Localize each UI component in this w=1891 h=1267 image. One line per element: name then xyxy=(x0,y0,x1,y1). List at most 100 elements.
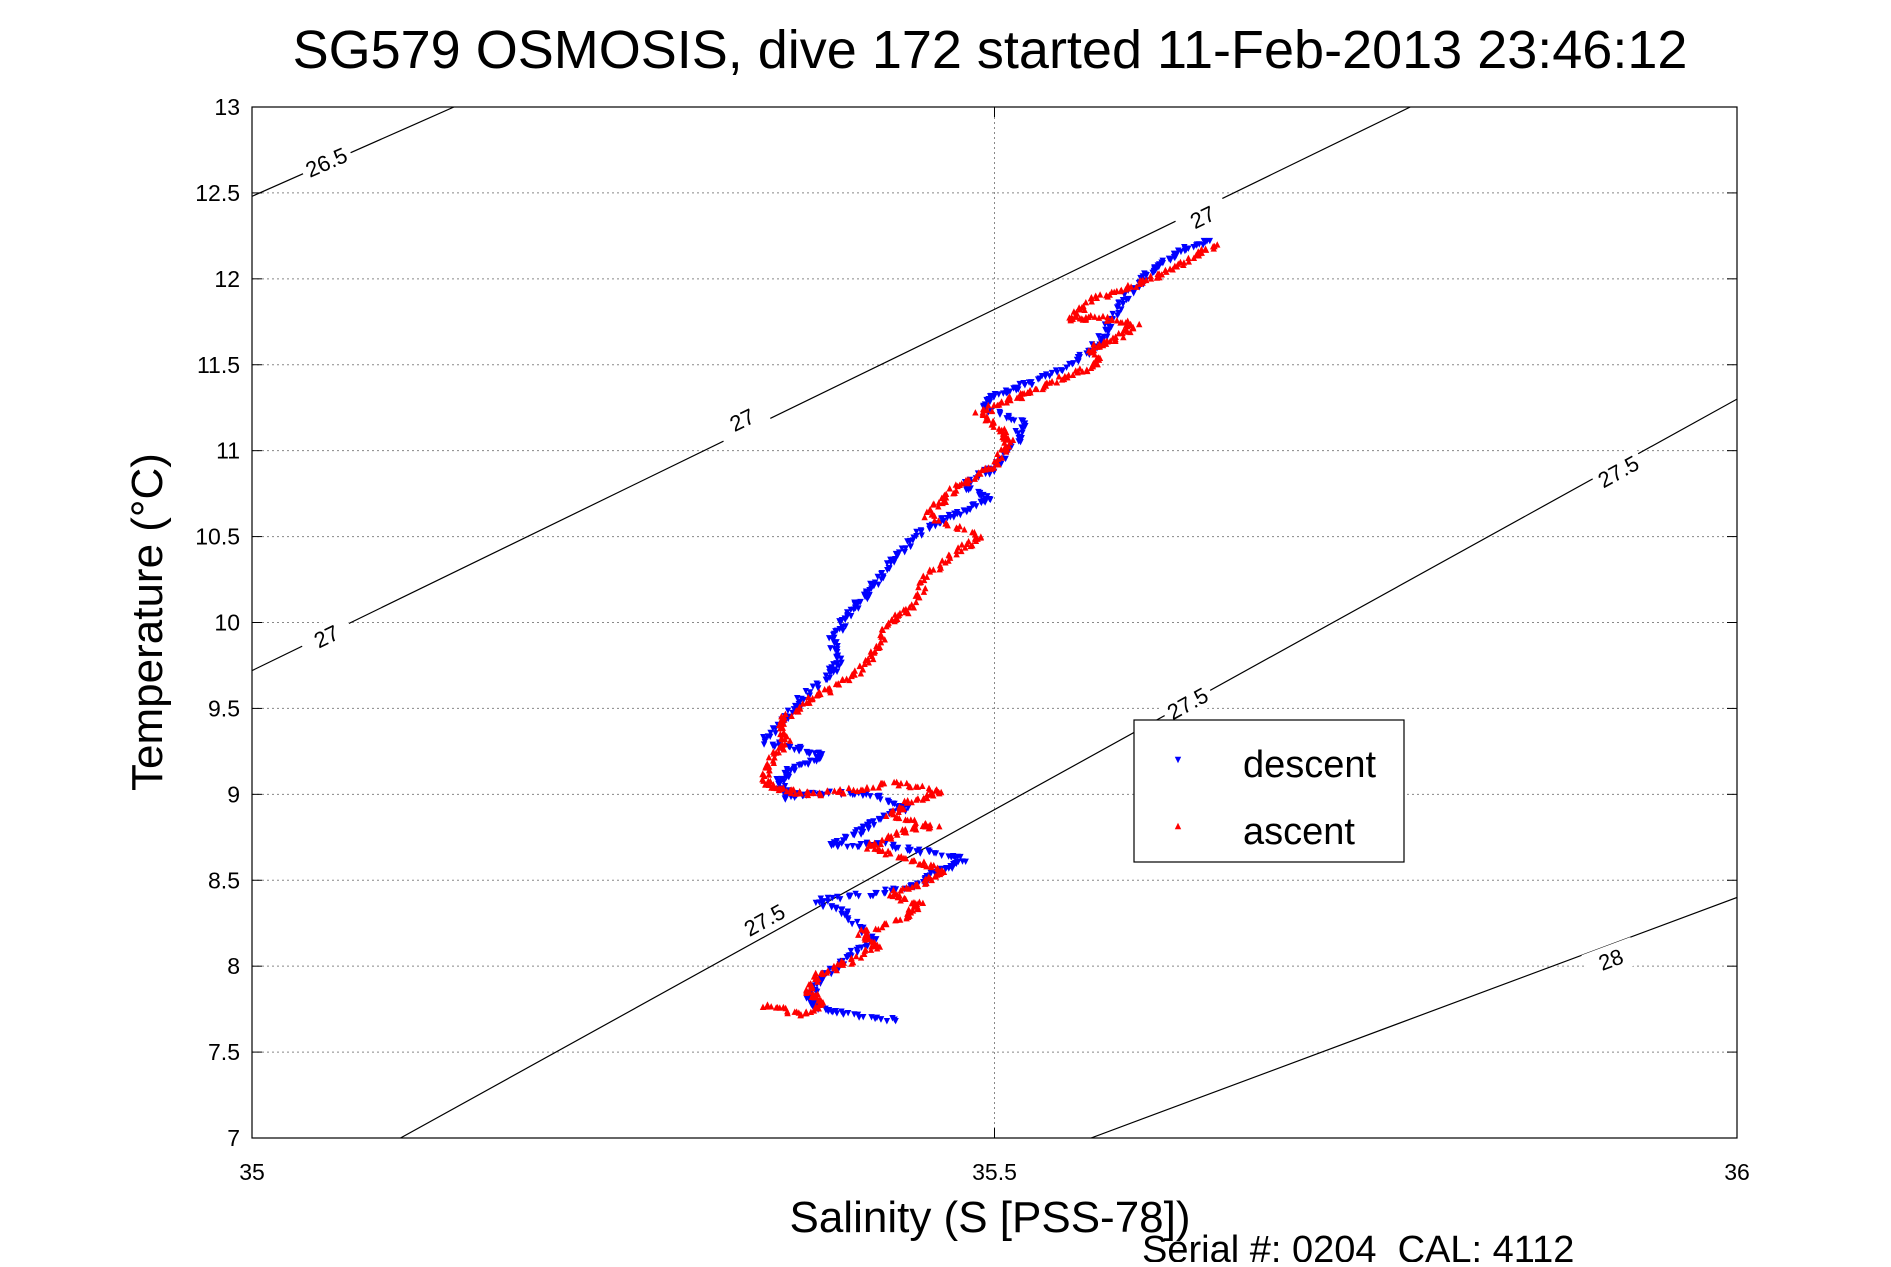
ascent-point xyxy=(1069,371,1077,379)
descent-point xyxy=(791,767,798,774)
ascent-point xyxy=(849,958,857,966)
ascent-point xyxy=(830,962,838,970)
y-tick-label: 13 xyxy=(214,94,240,120)
ascent-point xyxy=(912,598,920,606)
legend-marker-ascent xyxy=(1174,822,1182,830)
ascent-point xyxy=(1033,385,1040,393)
descent-point xyxy=(866,793,874,800)
descent-point xyxy=(1012,428,1019,435)
descent-point xyxy=(902,545,909,552)
descent-point xyxy=(913,848,920,855)
descent-point xyxy=(918,532,925,539)
ascent-point xyxy=(935,503,942,510)
descent-point xyxy=(925,847,932,854)
ascent-point xyxy=(1202,245,1209,252)
ascent-point xyxy=(831,787,838,794)
descent-point xyxy=(809,683,817,690)
descent-point xyxy=(889,800,897,807)
descent-point xyxy=(1115,310,1123,317)
plot-frame xyxy=(251,106,1738,1139)
ascent-point xyxy=(953,550,960,558)
legend-marker-descent xyxy=(1174,756,1182,764)
descent-point xyxy=(882,886,889,894)
ascent-point xyxy=(816,996,823,1003)
descent-point xyxy=(938,852,945,860)
legend-marker-ascent xyxy=(1174,822,1182,830)
legend-box xyxy=(1133,719,1405,863)
ascent-point xyxy=(931,872,939,880)
ascent-point xyxy=(990,419,997,426)
descent-point xyxy=(913,528,920,536)
descent-point xyxy=(817,895,824,902)
y-tick-label: 11.5 xyxy=(197,352,240,378)
descent-point xyxy=(828,842,835,850)
descent-point xyxy=(873,1014,881,1021)
descent-point xyxy=(1123,296,1130,303)
descent-point xyxy=(1095,333,1102,340)
contour-line-27-5 xyxy=(400,398,1737,1138)
descent-point xyxy=(831,666,839,673)
descent-point xyxy=(996,408,1003,416)
ascent-point xyxy=(935,499,943,506)
ascent-point xyxy=(909,899,917,906)
descent-point xyxy=(853,827,860,834)
descent-point xyxy=(973,503,980,510)
ascent-point xyxy=(930,500,938,507)
ascent-point xyxy=(1001,425,1008,432)
ascent-point xyxy=(882,851,889,858)
ascent-point xyxy=(936,561,944,569)
ascent-point xyxy=(1124,281,1132,289)
descent-point xyxy=(1048,369,1056,377)
ascent-point xyxy=(897,897,904,904)
descent-point xyxy=(833,661,840,668)
ascent-point xyxy=(855,931,862,938)
descent-point xyxy=(1069,361,1076,368)
ascent-point xyxy=(1003,399,1010,406)
ascent-point xyxy=(926,566,933,573)
ascent-point xyxy=(954,544,962,551)
ascent-point xyxy=(788,712,795,719)
descent-point xyxy=(826,965,833,973)
descent-point xyxy=(829,894,836,902)
descent-point xyxy=(945,511,953,519)
ascent-point xyxy=(869,784,877,791)
ascent-point xyxy=(824,967,832,974)
descent-point xyxy=(838,910,845,918)
ascent-point xyxy=(859,666,867,673)
ascent-point xyxy=(815,1005,822,1012)
descent-point xyxy=(781,795,789,802)
descent-point xyxy=(855,605,862,612)
series-ascent xyxy=(759,241,1221,1019)
descent-point xyxy=(1053,369,1061,376)
descent-point xyxy=(1105,326,1112,334)
ascent-point xyxy=(1096,291,1104,298)
descent-point xyxy=(1115,303,1122,310)
ascent-point xyxy=(850,786,857,793)
descent-point xyxy=(834,893,841,901)
ascent-point xyxy=(973,473,980,480)
descent-point xyxy=(957,511,964,519)
ascent-point xyxy=(780,729,788,736)
descent-point xyxy=(1028,381,1036,389)
descent-point xyxy=(834,642,841,650)
ascent-point xyxy=(843,675,850,682)
ascent-point xyxy=(1214,241,1221,248)
descent-point xyxy=(1002,455,1009,463)
descent-point xyxy=(1042,371,1050,378)
ascent-point xyxy=(803,989,810,996)
ascent-point xyxy=(926,786,933,793)
ascent-point xyxy=(834,960,841,967)
ascent-point xyxy=(1072,367,1079,374)
ascent-point xyxy=(958,541,966,548)
descent-point xyxy=(980,491,987,499)
x-tick-label: 36 xyxy=(1724,1159,1750,1185)
descent-point xyxy=(791,746,798,754)
ascent-point xyxy=(863,785,871,792)
y-tick-label: 12 xyxy=(214,266,240,292)
descent-point xyxy=(873,936,880,943)
ascent-point xyxy=(923,794,931,802)
descent-point xyxy=(784,707,792,715)
ascent-point xyxy=(770,781,777,788)
ascent-point xyxy=(896,803,903,810)
ascent-point xyxy=(998,399,1006,406)
